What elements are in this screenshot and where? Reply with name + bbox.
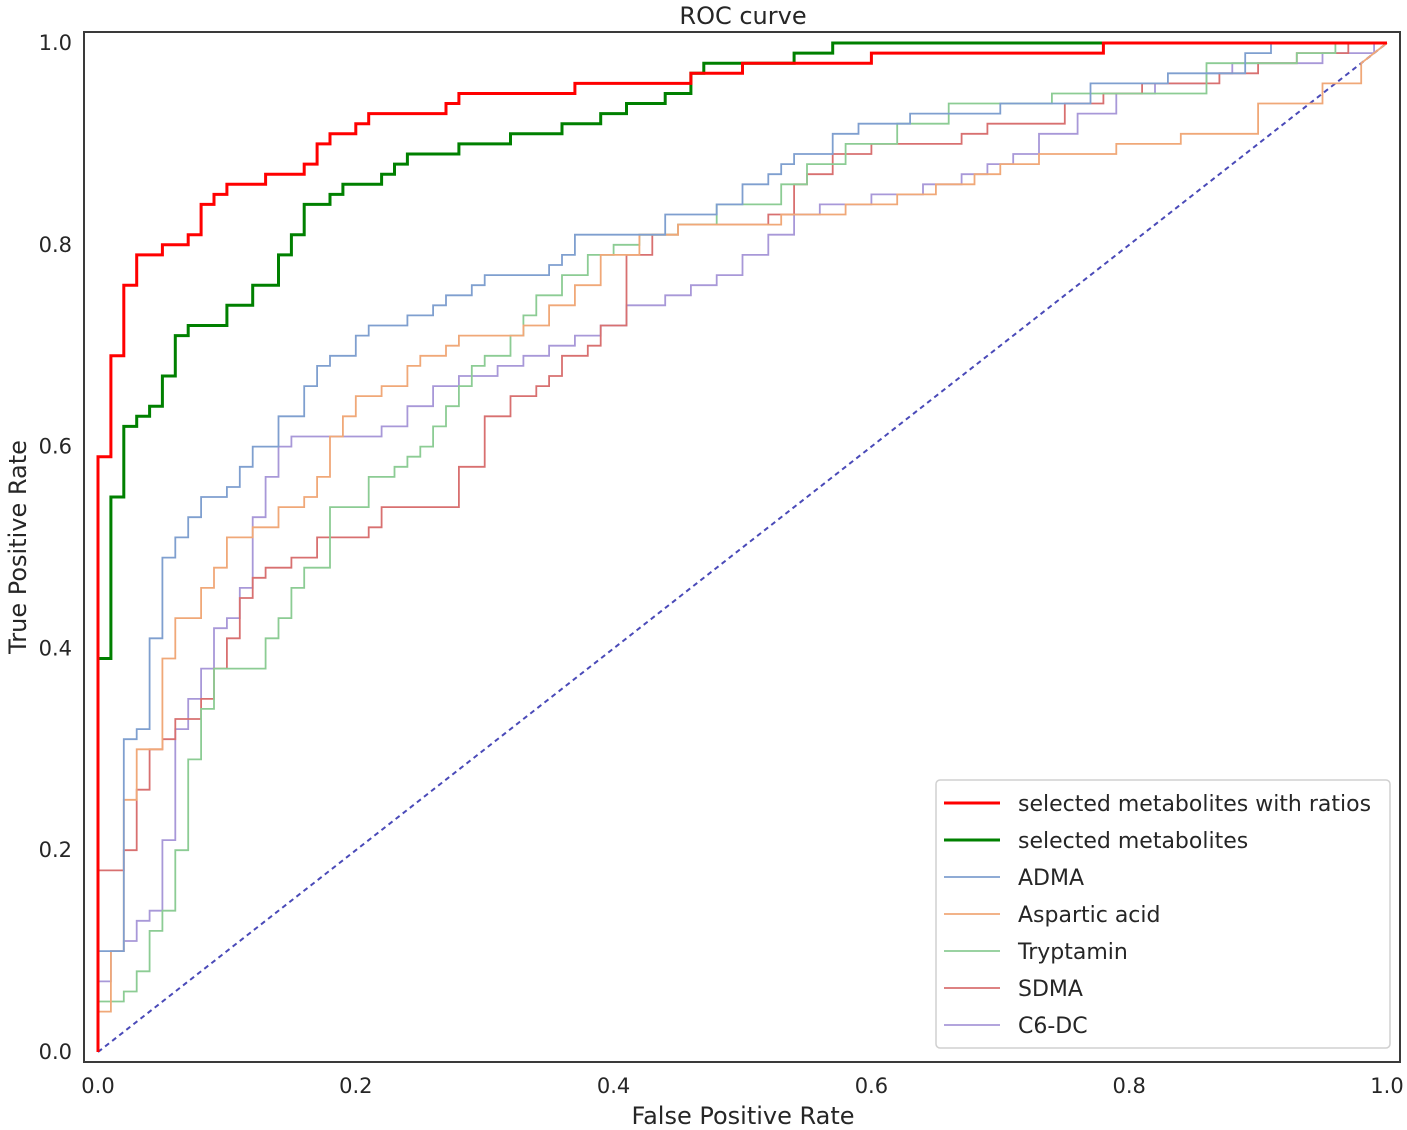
y-tick-label: 0.8 (39, 233, 72, 257)
x-tick-label: 1.0 (1370, 1074, 1403, 1098)
chart-title: ROC curve (679, 2, 806, 30)
series-line-aspartic-acid (97, 42, 1388, 1052)
legend: selected metabolites with ratios selected… (935, 779, 1391, 1049)
y-tick-label: 0.0 (39, 1040, 72, 1064)
legend-label: SDMA (1018, 977, 1083, 1002)
series-line-selected-metabolites (96, 41, 1387, 1052)
y-axis-label: True Positive Rate (4, 440, 32, 655)
x-tick-label: 0.6 (855, 1074, 888, 1098)
series-line-sdma (97, 42, 1387, 1052)
chance-diagonal-line (97, 42, 1388, 1053)
legend-box (935, 779, 1391, 1049)
x-tick-label: 0.4 (597, 1074, 630, 1098)
series-line-selected-metabolites-with-ratios (96, 41, 1387, 1052)
x-tick-label: 0.8 (1112, 1074, 1145, 1098)
legend-label: ADMA (1018, 866, 1084, 891)
legend-label: selected metabolites (1018, 829, 1248, 854)
x-tick-label: 0.2 (339, 1074, 372, 1098)
y-tick-label: 1.0 (39, 31, 72, 55)
legend-label: selected metabolites with ratios (1018, 792, 1371, 817)
y-axis-ticks: 0.0 0.2 0.4 0.6 0.8 1.0 (39, 31, 72, 1064)
y-tick-label: 0.6 (39, 435, 72, 459)
series-line-c6-dc (97, 42, 1387, 1052)
legend-label: Tryptamin (1017, 940, 1128, 965)
y-tick-label: 0.4 (39, 636, 72, 660)
series-layer (96, 41, 1388, 1053)
legend-label: C6-DC (1018, 1014, 1088, 1039)
series-line-tryptamin (97, 42, 1387, 1052)
legend-label: Aspartic acid (1018, 903, 1160, 928)
x-tick-label: 0.0 (81, 1074, 114, 1098)
series-line-adma (97, 42, 1387, 1052)
x-axis-ticks: 0.0 0.2 0.4 0.6 0.8 1.0 (81, 1074, 1403, 1098)
y-tick-label: 0.2 (39, 838, 72, 862)
x-axis-label: False Positive Rate (631, 1102, 854, 1130)
